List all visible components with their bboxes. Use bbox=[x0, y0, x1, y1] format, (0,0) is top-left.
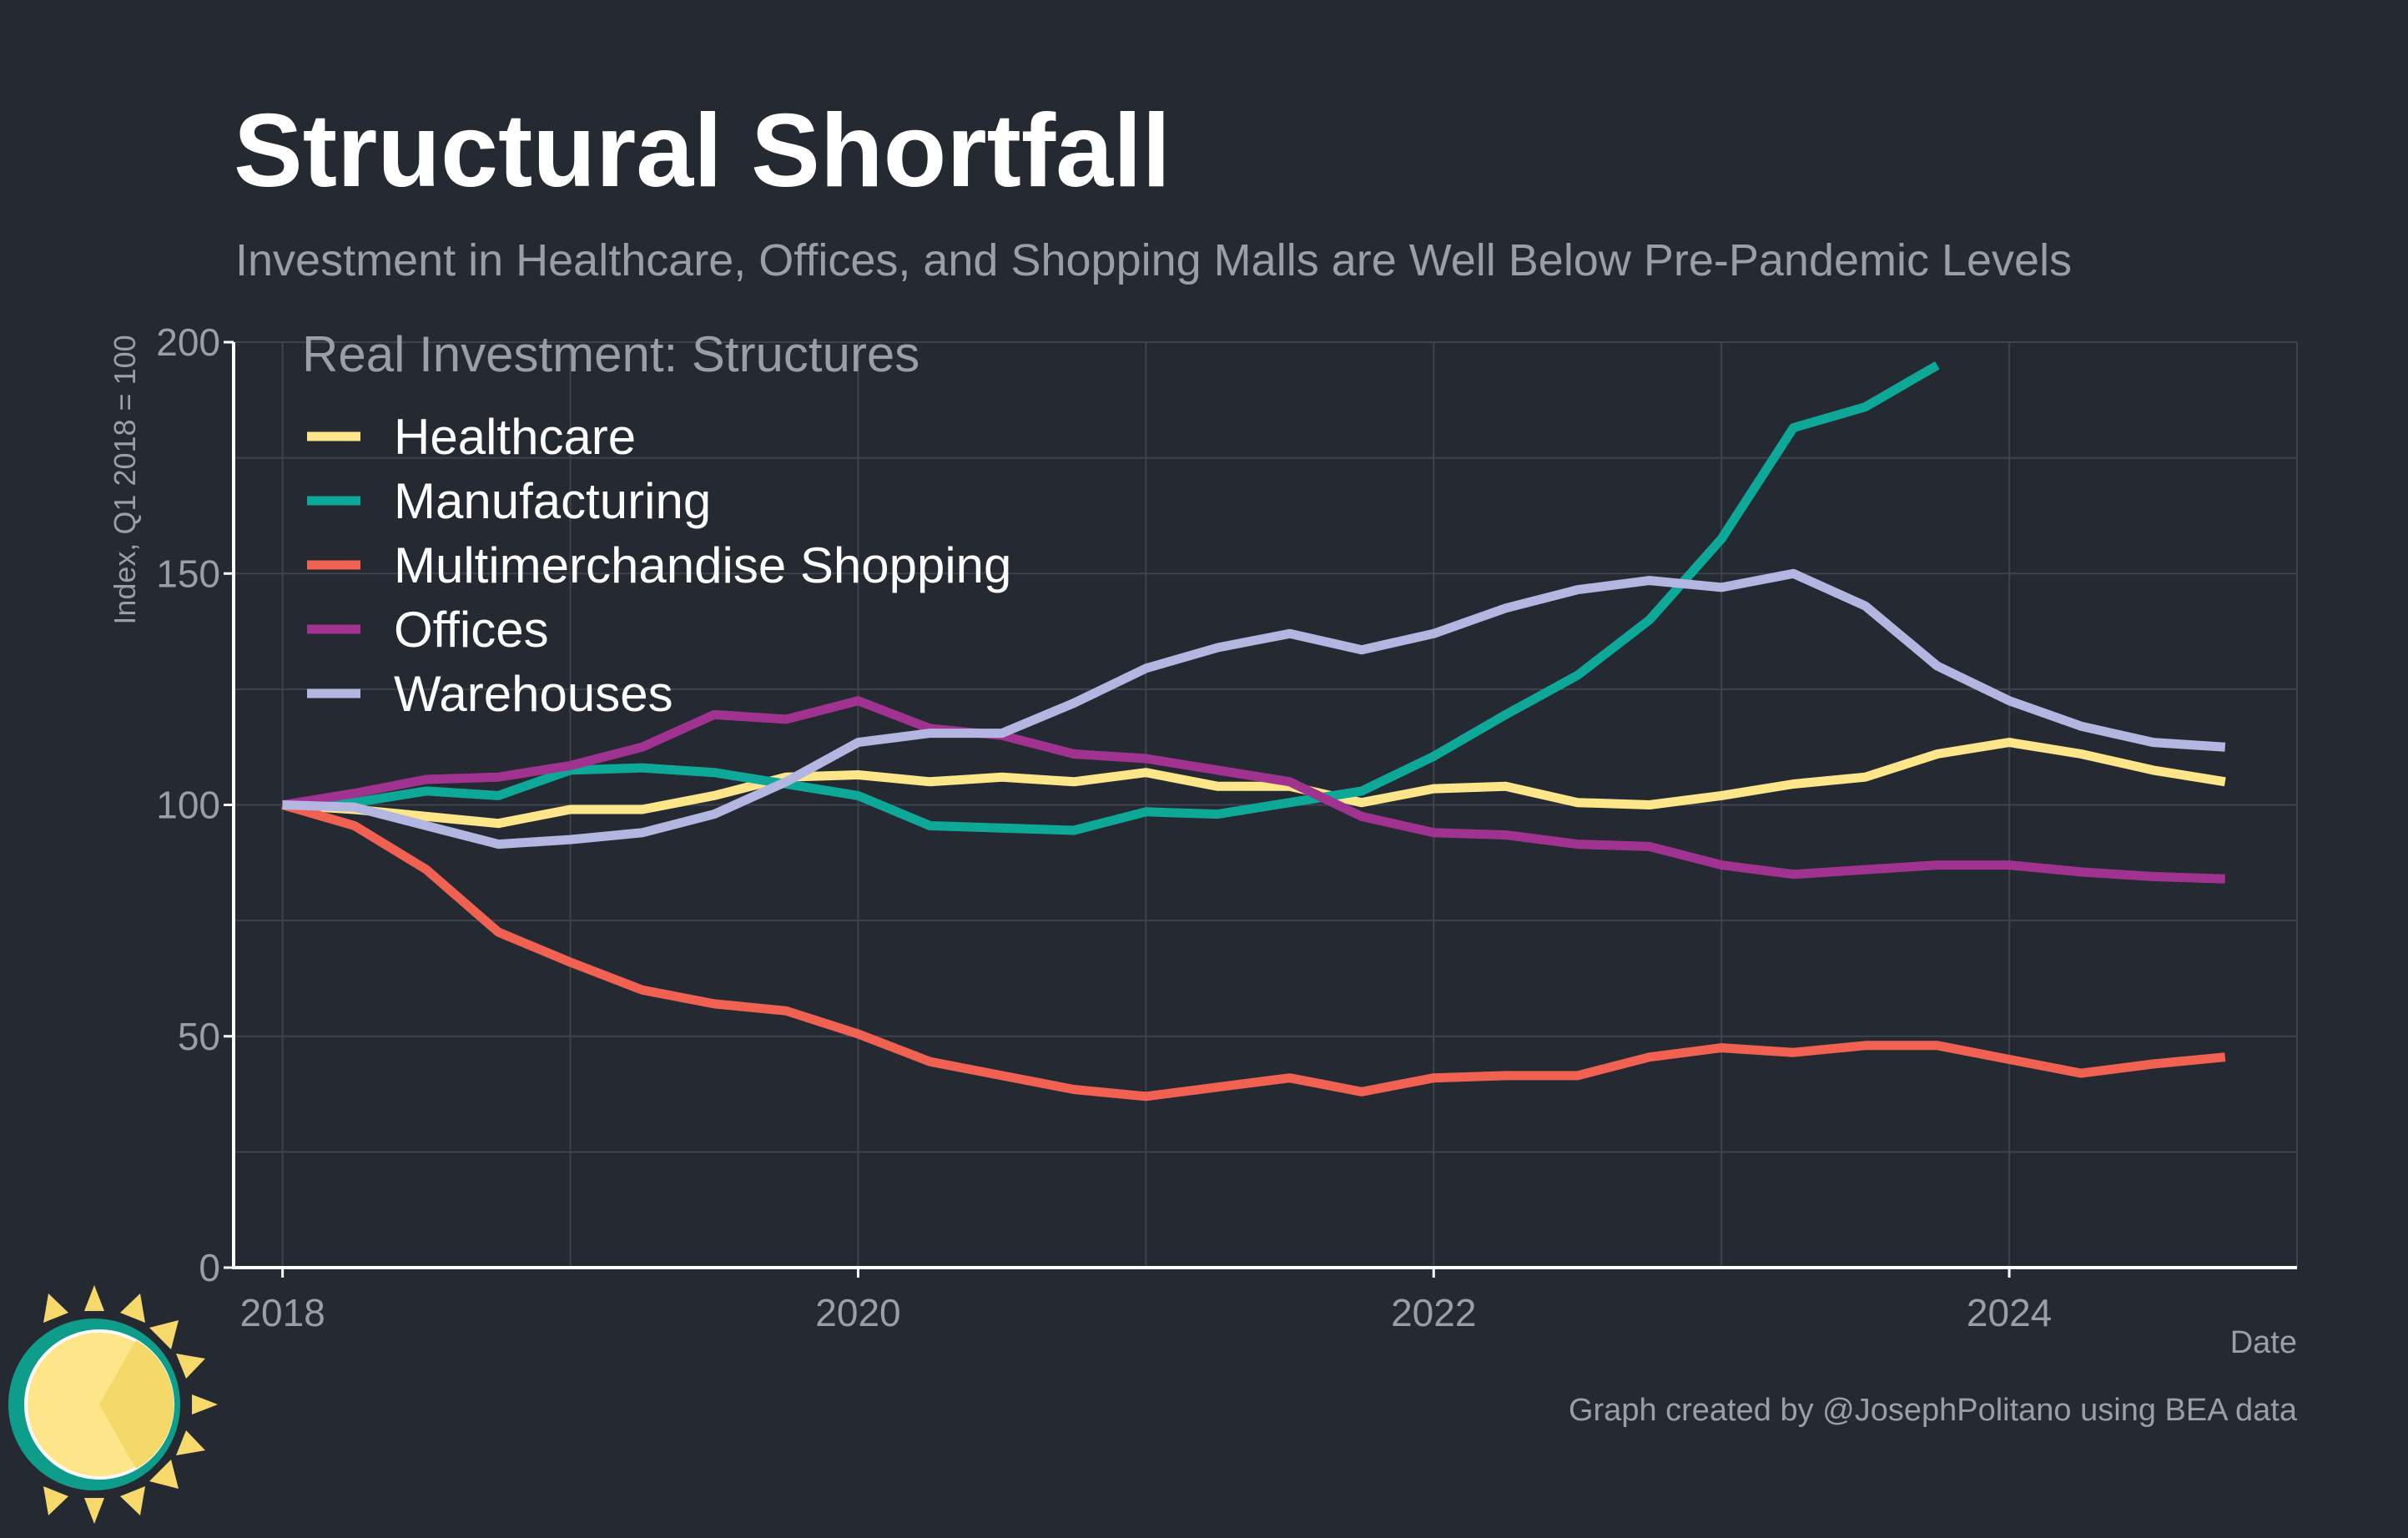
y-axis-title: Index, Q1 2018 = 100 bbox=[108, 335, 142, 624]
chart-title: Structural Shortfall bbox=[234, 93, 1171, 209]
legend: Real Investment: Structures Healthcare Ma… bbox=[302, 326, 1011, 722]
y-tick-label: 200 bbox=[156, 320, 220, 364]
x-tick-label: 2022 bbox=[1391, 1291, 1476, 1334]
x-axis-title: Date bbox=[2230, 1325, 2297, 1360]
chart-subtitle: Investment in Healthcare, Offices, and S… bbox=[235, 235, 2072, 285]
x-tick-label: 2018 bbox=[239, 1291, 325, 1334]
legend-label: Warehouses bbox=[394, 666, 673, 722]
legend-label: Manufacturing bbox=[394, 473, 711, 529]
legend-title: Real Investment: Structures bbox=[302, 326, 919, 382]
series-line-healthcare bbox=[282, 738, 2226, 829]
x-tick-label: 2024 bbox=[1967, 1291, 2052, 1334]
series-line-offices bbox=[281, 696, 2225, 884]
legend-label: Healthcare bbox=[394, 409, 636, 465]
series-lines bbox=[281, 361, 2226, 1102]
source-caption: Graph created by @JosephPolitano using B… bbox=[1569, 1393, 2298, 1428]
sun-logo-icon bbox=[8, 1285, 218, 1524]
y-tick-label: 0 bbox=[199, 1246, 220, 1289]
x-tick-label: 2020 bbox=[815, 1291, 900, 1334]
y-tick-label: 150 bbox=[156, 552, 220, 595]
series-line-manufacturing bbox=[282, 361, 1940, 835]
series-line-multimerchandise-shopping bbox=[281, 800, 2226, 1102]
axes bbox=[224, 340, 2297, 1278]
legend-label: Offices bbox=[394, 602, 549, 658]
tick-labels: 0 50 100 150 200 2018 2020 2022 2024 bbox=[156, 320, 2052, 1334]
series-line-warehouses bbox=[282, 568, 2226, 850]
y-tick-label: 50 bbox=[178, 1015, 220, 1058]
y-tick-label: 100 bbox=[156, 784, 220, 827]
legend-label: Multimerchandise Shopping bbox=[394, 537, 1011, 593]
